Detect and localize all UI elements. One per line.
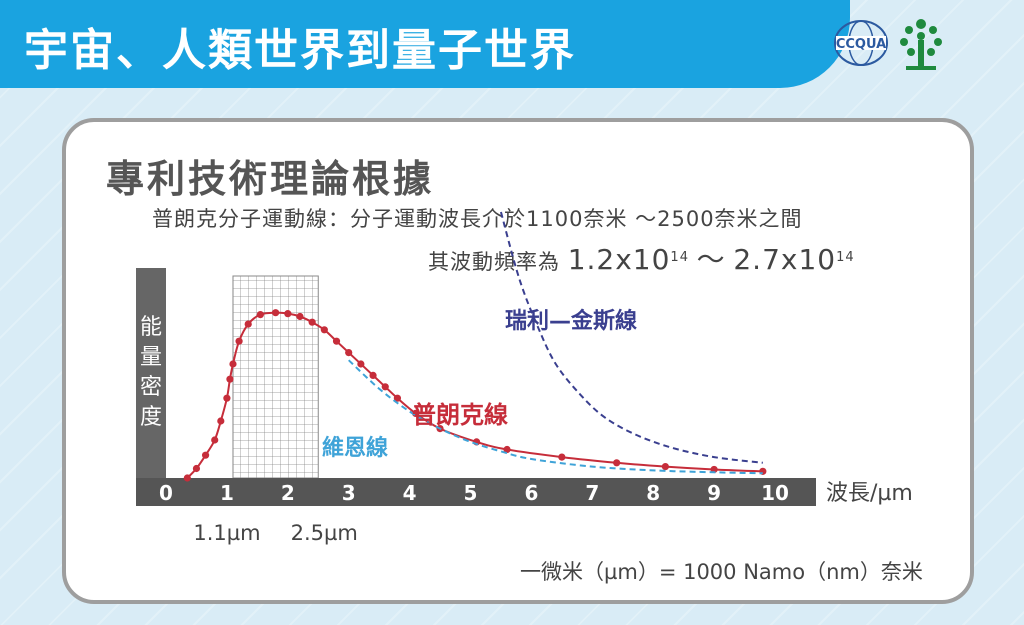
series-point <box>503 445 511 454</box>
y-axis-label-char: 度 <box>140 405 162 430</box>
series-point <box>223 394 231 402</box>
section-title: 專利技術理論根據 <box>106 157 435 201</box>
series-point <box>211 436 219 444</box>
unit-footnote: 一微米（µm）= 1000 Namo（nm）奈米 <box>520 560 923 584</box>
x-tick-label: 6 <box>524 481 538 505</box>
series-point <box>201 451 210 459</box>
series-point <box>229 360 237 368</box>
series-point <box>558 453 566 461</box>
x-tick-label: 3 <box>342 481 356 505</box>
page-title: 宇宙、人類世界到量子世界 <box>24 25 576 76</box>
series-point <box>272 309 280 317</box>
series-point <box>381 383 389 391</box>
frequency-line: 其波動頻率為 1.2x1014 ～ 2.7x1014 <box>428 238 855 278</box>
series-point <box>661 463 669 471</box>
highlight-range-label: 1.1µm <box>193 521 260 545</box>
x-axis-bar <box>136 478 816 506</box>
frequency-prefix: 其波動頻率為 <box>428 250 560 274</box>
y-axis-label-char: 能 <box>140 315 162 340</box>
series-point <box>332 337 341 345</box>
y-axis-label-char: 量 <box>140 345 162 370</box>
x-tick-label: 5 <box>464 481 478 505</box>
series-point <box>345 349 353 357</box>
y-axis-label-char: 密 <box>140 375 162 400</box>
series-point <box>244 320 252 328</box>
x-tick-label: 2 <box>281 481 295 505</box>
series-point <box>217 417 225 425</box>
series-point <box>710 465 718 474</box>
planck-description: 普朗克分子運動線：分子運動波長介於1100奈米 ～2500奈米之間 <box>152 207 803 231</box>
series-point <box>393 394 402 402</box>
series-point <box>226 375 234 383</box>
series-point <box>192 464 201 473</box>
frequency-separator: ～ <box>696 243 726 276</box>
x-tick-label: 4 <box>403 481 417 505</box>
series-point <box>296 312 304 321</box>
content-card <box>62 118 974 604</box>
x-axis-label: 波長/µm <box>826 481 913 506</box>
series-point <box>613 459 621 467</box>
tree-logo <box>900 19 942 70</box>
highlight-range-label: 2.5µm <box>291 521 358 545</box>
series-point <box>183 474 191 482</box>
series-point <box>320 326 328 334</box>
frequency-high-exp: 14 <box>836 250 855 265</box>
series-label: 普朗克線 <box>412 401 508 429</box>
x-tick-label: 7 <box>585 481 599 505</box>
series-point <box>284 310 292 318</box>
series-label: 瑞利—金斯線 <box>505 308 637 334</box>
ccqua-logo: CCQUA <box>834 20 888 66</box>
series-line-2 <box>499 211 763 464</box>
x-tick-label: 1 <box>220 481 234 505</box>
frequency-low: 1.2x10 <box>567 243 671 276</box>
series-line-1 <box>348 359 763 475</box>
y-axis-bar <box>136 268 166 478</box>
x-tick-label: 10 <box>761 481 789 505</box>
series-point <box>256 311 264 319</box>
x-tick-label: 8 <box>646 481 660 505</box>
svg-text:CCQUA: CCQUA <box>836 37 886 52</box>
series-point <box>235 337 243 345</box>
series-point <box>308 318 316 326</box>
frequency-high: 2.7x10 <box>733 243 837 276</box>
series-point <box>369 371 377 379</box>
series-point <box>357 360 365 368</box>
frequency-low-exp: 14 <box>670 250 689 265</box>
header-banner: 宇宙、人類世界到量子世界 <box>0 0 850 88</box>
x-tick-label: 0 <box>159 481 173 505</box>
highlight-band <box>232 275 319 479</box>
series-label: 維恩線 <box>322 435 388 461</box>
x-tick-label: 9 <box>707 481 721 505</box>
